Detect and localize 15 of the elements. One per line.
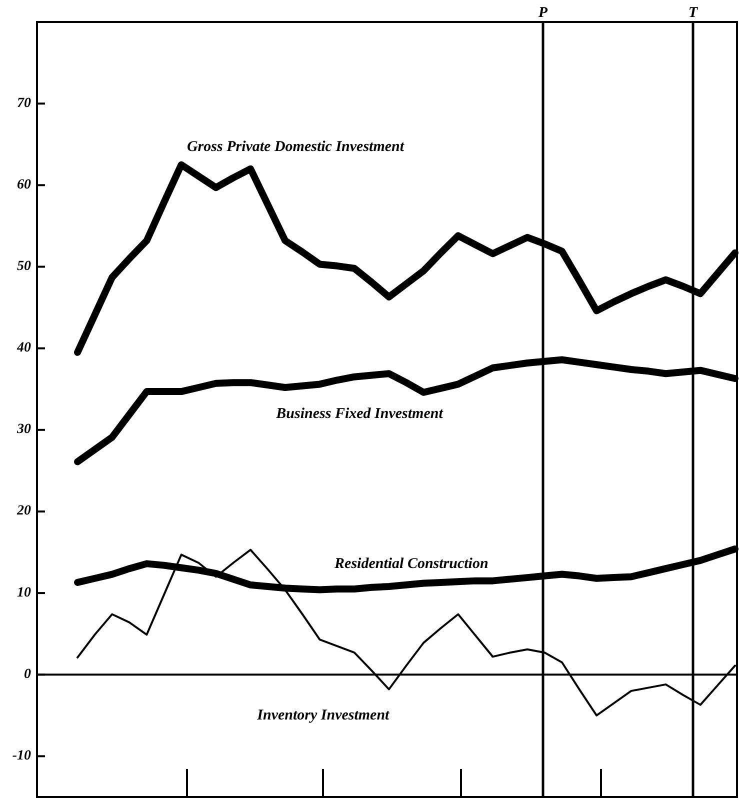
y-tick-label: 20 [16,504,31,519]
series-label: Gross Private Domestic Investment [186,139,405,156]
y-tick-label: 0 [24,666,31,682]
y-tick-label: 40 [16,340,31,356]
series-label: Residential Construction [334,556,488,572]
series-label: Inventory Investment [256,708,390,724]
text: P [538,5,548,21]
series-label: Business Fixed Investment [275,406,444,422]
y-tick-label: -10 [12,748,31,764]
y-tick-label: 50 [17,258,31,274]
y-tick-label: 70 [17,96,31,111]
y-tick-label: 60 [17,177,31,192]
y-tick-label: 10 [17,585,31,600]
text: T [688,5,698,21]
y-tick-label: 30 [16,422,31,438]
